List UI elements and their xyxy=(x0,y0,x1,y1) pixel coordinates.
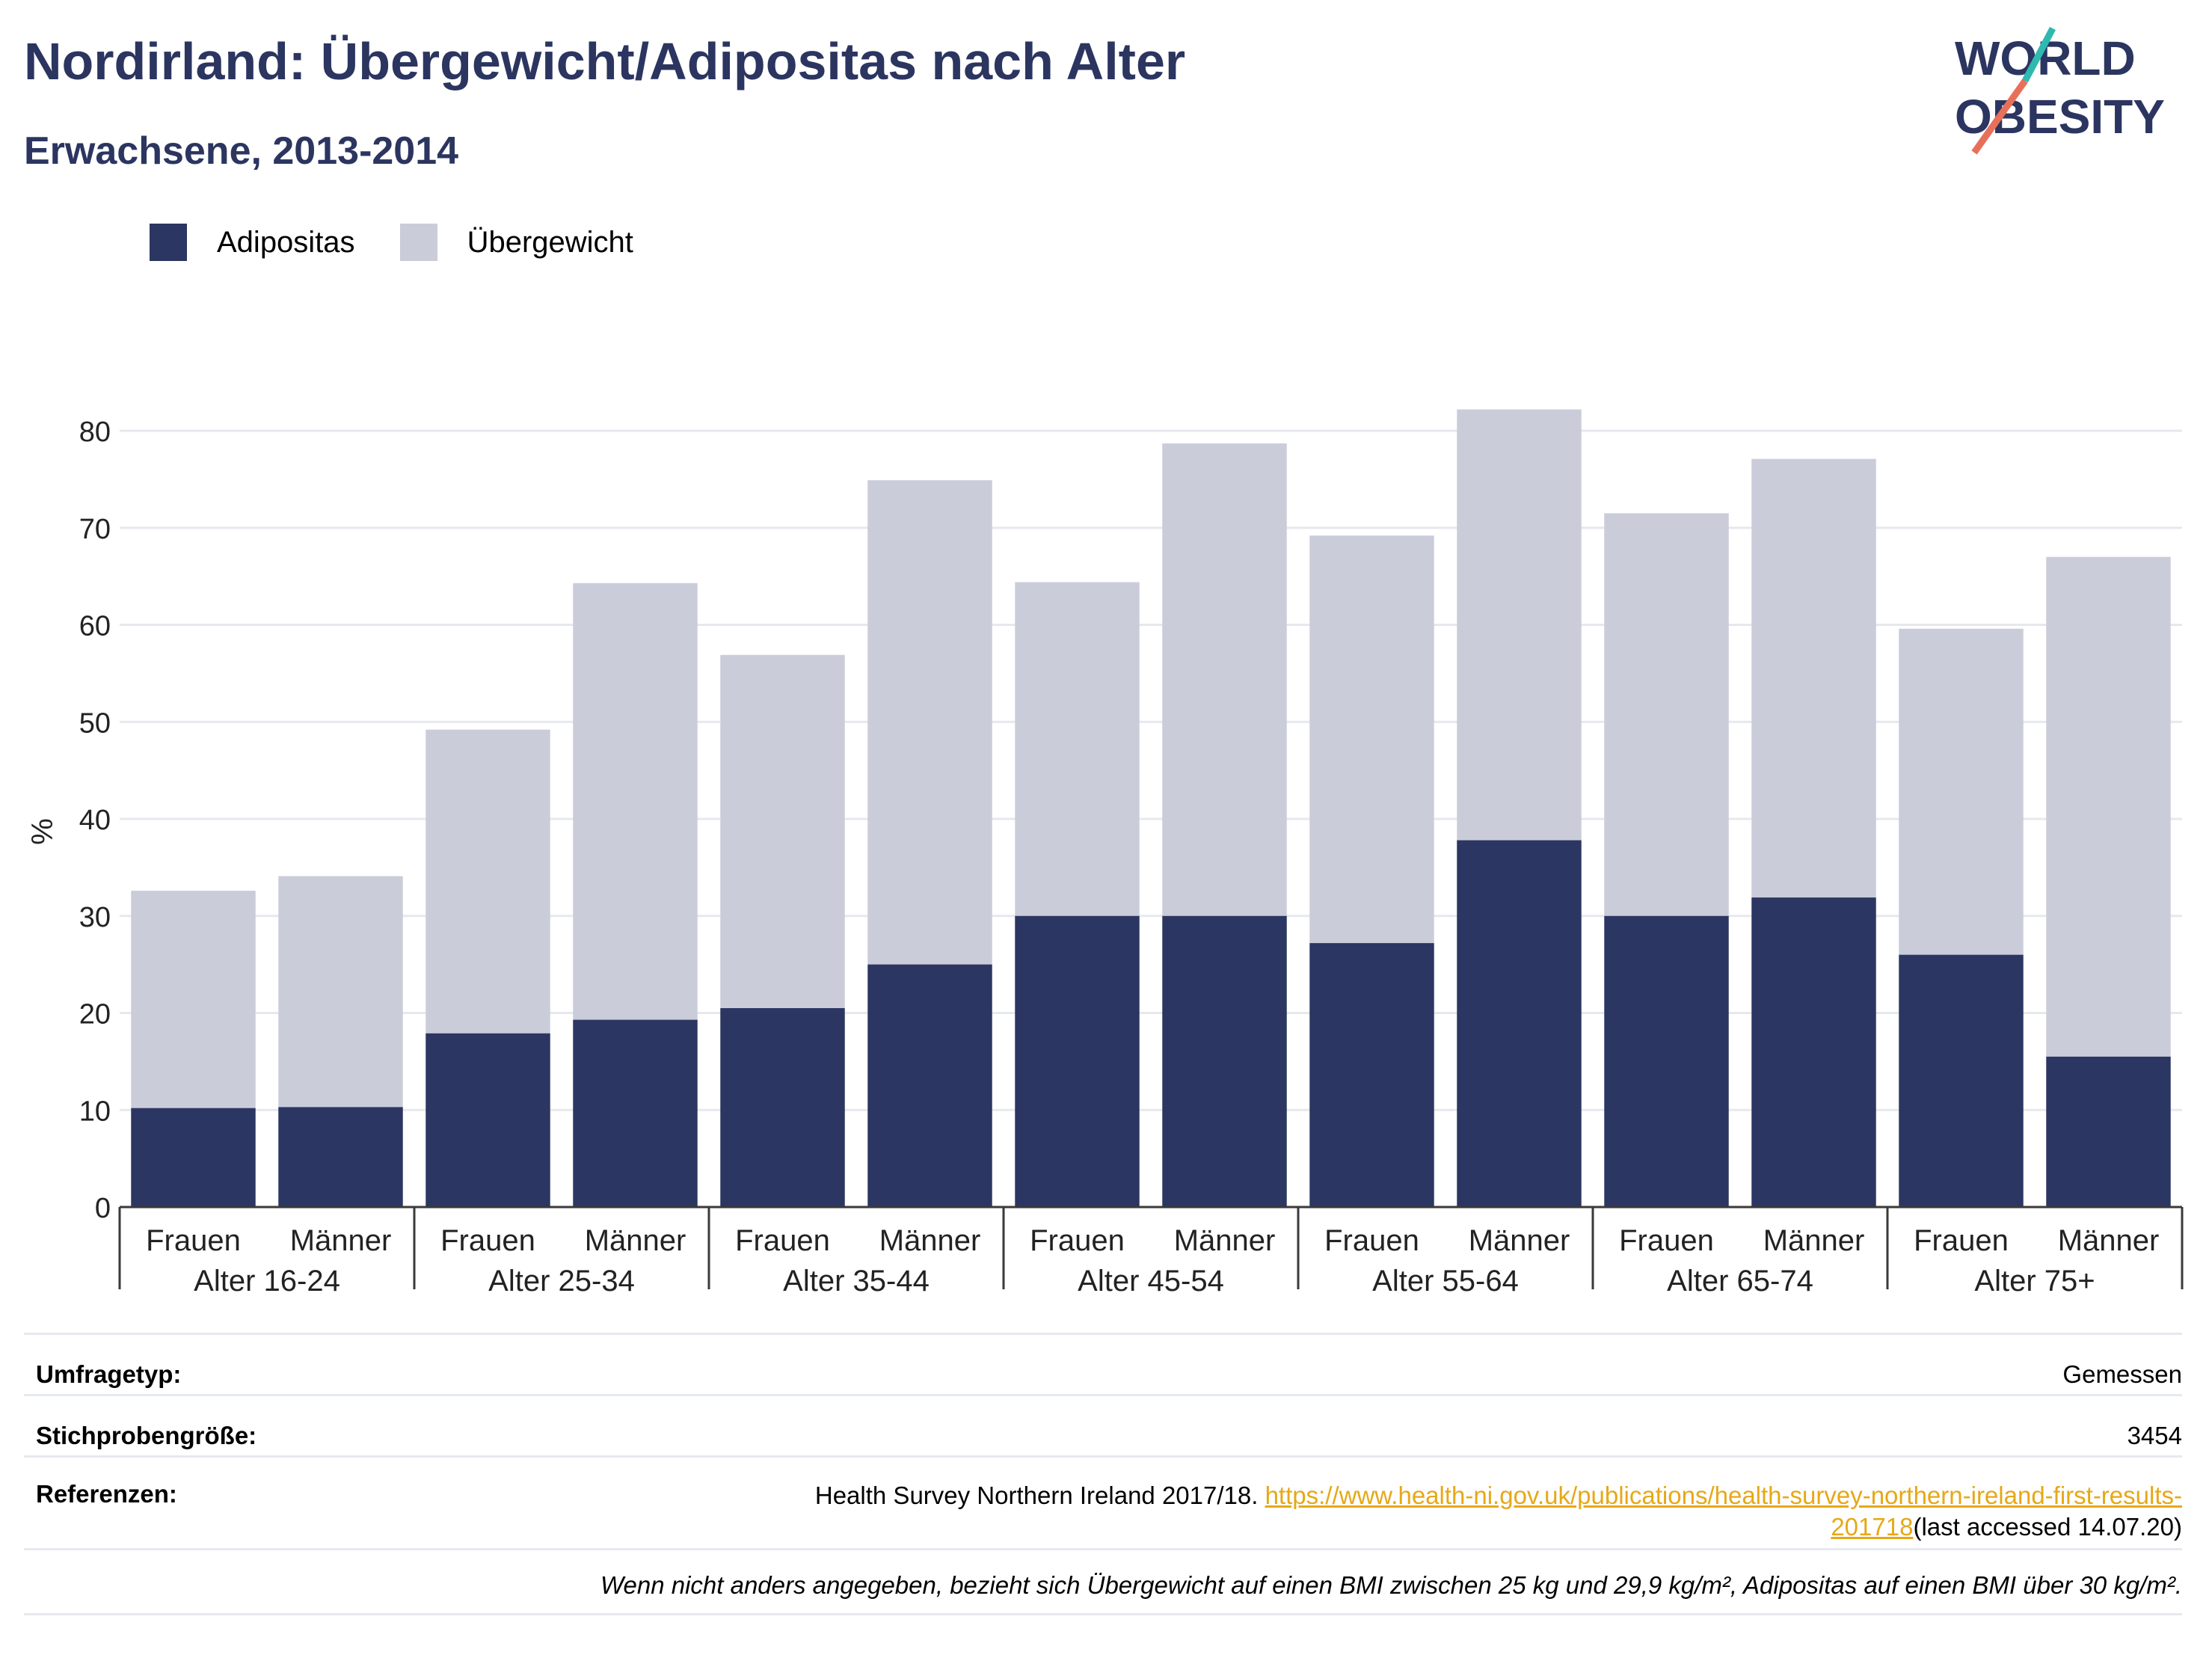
x-tick-label: Frauen xyxy=(1914,1224,2009,1257)
bar-uebergewicht xyxy=(1309,535,1434,944)
y-tick-label: 60 xyxy=(79,611,111,642)
definition-note: Wenn nicht anders angegeben, bezieht sic… xyxy=(600,1571,2182,1599)
legend-label-adipositas: Adipositas xyxy=(217,225,355,259)
y-tick-label: 30 xyxy=(79,902,111,933)
bar-adipositas xyxy=(1162,915,1287,1207)
y-tick-label: 0 xyxy=(95,1193,111,1224)
info-row-survey-type: Umfragetyp: Gemessen xyxy=(24,1333,2182,1396)
survey-type-value: Gemessen xyxy=(2062,1360,2182,1388)
logo-accent-teal xyxy=(2022,26,2056,83)
info-table: Umfragetyp: Gemessen Stichprobengröße: 3… xyxy=(24,1333,2182,1617)
chart-subtitle: Erwachsene, 2013-2014 xyxy=(24,129,459,173)
x-tick-label: Männer xyxy=(290,1224,392,1257)
references-link[interactable]: https://www.health-ni.gov.uk/publication… xyxy=(1265,1481,2182,1541)
bar-adipositas xyxy=(1309,943,1434,1207)
bar-uebergewicht xyxy=(867,480,992,965)
y-tick-label: 10 xyxy=(79,1096,111,1127)
y-axis-label: % xyxy=(26,818,59,845)
references-suffix: (last accessed 14.07.20) xyxy=(1913,1513,2182,1541)
legend-item-adipositas[interactable]: Adipositas xyxy=(150,224,355,261)
chart-title: Nordirland: Übergewicht/Adipositas nach … xyxy=(24,32,1186,90)
bar-adipositas xyxy=(278,1107,403,1207)
references-label: Referenzen: xyxy=(36,1480,177,1508)
info-row-sample-size: Stichprobengröße: 3454 xyxy=(24,1394,2182,1458)
legend-item-uebergewicht[interactable]: Übergewicht xyxy=(399,224,633,261)
bar-adipositas xyxy=(1899,954,2024,1207)
bar-uebergewicht xyxy=(1604,513,1729,916)
bar-adipositas xyxy=(425,1033,550,1207)
x-tick-label: Frauen xyxy=(735,1224,830,1257)
bar-uebergewicht xyxy=(1457,409,1582,841)
info-row-note: Wenn nicht anders angegeben, bezieht sic… xyxy=(24,1548,2182,1615)
bar-uebergewicht xyxy=(1751,458,1876,898)
group-label: Alter 45-54 xyxy=(1078,1265,1224,1298)
bar-uebergewicht xyxy=(573,583,698,1020)
bar-uebergewicht xyxy=(1162,443,1287,916)
references-value: Health Survey Northern Ireland 2017/18. … xyxy=(815,1480,2182,1543)
x-tick-label: Männer xyxy=(2058,1224,2160,1257)
y-tick-label: 40 xyxy=(79,805,111,836)
sample-size-label: Stichprobengröße: xyxy=(36,1422,257,1449)
bar-adipositas xyxy=(720,1008,845,1207)
x-tick-label: Frauen xyxy=(1619,1224,1714,1257)
legend-swatch-adipositas xyxy=(150,224,187,261)
bar-adipositas xyxy=(1751,897,1876,1207)
x-tick-label: Frauen xyxy=(440,1224,535,1257)
group-label: Alter 65-74 xyxy=(1667,1265,1813,1298)
x-tick-label: Männer xyxy=(1763,1224,1865,1257)
x-tick-label: Männer xyxy=(879,1224,981,1257)
x-tick-label: Männer xyxy=(1174,1224,1276,1257)
references-text: Health Survey Northern Ireland 2017/18. xyxy=(814,1481,1259,1509)
bar-uebergewicht xyxy=(131,891,256,1108)
info-row-references: Referenzen: Health Survey Northern Irela… xyxy=(24,1455,2182,1550)
y-tick-label: 80 xyxy=(79,417,111,448)
group-label: Alter 25-34 xyxy=(488,1265,635,1298)
group-label: Alter 75+ xyxy=(1974,1265,2095,1298)
x-tick-label: Frauen xyxy=(146,1224,241,1257)
bar-adipositas xyxy=(867,964,992,1207)
legend-swatch-uebergewicht xyxy=(399,224,437,261)
logo-accent-coral xyxy=(1971,79,2028,155)
bar-uebergewicht xyxy=(1015,582,1140,916)
group-label: Alter 35-44 xyxy=(783,1265,930,1298)
x-tick-label: Männer xyxy=(1469,1224,1570,1257)
bar-adipositas xyxy=(1457,840,1582,1207)
bar-uebergewicht xyxy=(720,654,845,1009)
bar-uebergewicht xyxy=(1899,628,2024,955)
survey-type-label: Umfragetyp: xyxy=(36,1360,182,1388)
legend-label-uebergewicht: Übergewicht xyxy=(467,225,633,259)
bar-adipositas xyxy=(1604,915,1729,1207)
bar-uebergewicht xyxy=(2046,556,2171,1057)
bar-adipositas xyxy=(1015,915,1140,1207)
x-tick-label: Männer xyxy=(585,1224,686,1257)
bar-adipositas xyxy=(2046,1056,2171,1207)
group-label: Alter 16-24 xyxy=(194,1265,340,1298)
group-label: Alter 55-64 xyxy=(1372,1265,1519,1298)
bar-adipositas xyxy=(131,1108,256,1207)
x-tick-label: Frauen xyxy=(1030,1224,1125,1257)
legend: Adipositas Übergewicht xyxy=(150,223,678,262)
bar-chart: 0 10 20 30 40 50 60 70 80% Frauen Männer Frauen Männ… xyxy=(26,409,2184,1298)
bar-adipositas xyxy=(573,1019,698,1207)
y-tick-label: 50 xyxy=(79,707,111,739)
x-tick-label: Frauen xyxy=(1324,1224,1419,1257)
bar-uebergewicht xyxy=(425,729,550,1034)
bar-uebergewicht xyxy=(278,876,403,1108)
y-tick-label: 20 xyxy=(79,999,111,1031)
sample-size-value: 3454 xyxy=(2127,1422,2182,1449)
y-tick-label: 70 xyxy=(79,514,111,545)
world-obesity-logo: WORLD OBESITY xyxy=(1955,26,2165,155)
